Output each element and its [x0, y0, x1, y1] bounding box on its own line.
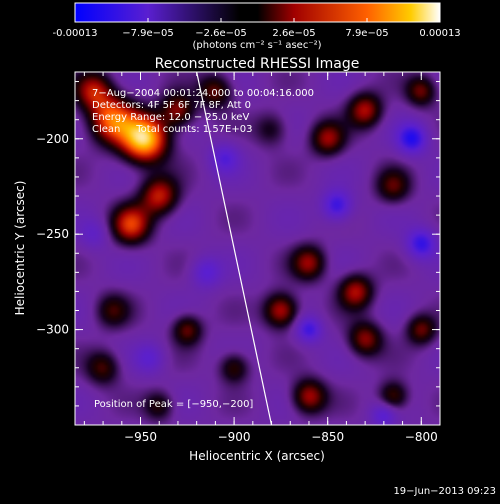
- colorbar-tick-label: −7.9e−05: [122, 28, 174, 39]
- x-tick-label: −800: [405, 430, 438, 444]
- annotation-time: 7−Aug−2004 00:01:24.000 to 00:04:16.000: [92, 88, 314, 99]
- colorbar-tick-label: 0.00013: [419, 28, 460, 39]
- y-tick-label: −250: [36, 227, 69, 241]
- annotation-detectors: Detectors: 4F 5F 6F 7F 8F, Att 0: [92, 100, 251, 111]
- heatmap-image: [75, 72, 440, 425]
- colorbar-unit-label: (photons cm⁻² s⁻¹ asec⁻²): [192, 40, 321, 51]
- colorbar-ticks: -0.00013 −7.9e−05 −2.6e−05 2.6e−05 7.9e−05 0.…: [53, 18, 461, 39]
- colorbar: [74, 2, 441, 23]
- annotation-counts: Clean Total counts: 1.57E+03: [92, 124, 252, 135]
- x-axis-label: Heliocentric X (arcsec): [189, 449, 325, 463]
- y-axis-ticks: −200 −250 −300: [36, 81, 440, 407]
- x-axis-ticks: −950 −900 −850 −800: [83, 72, 441, 444]
- y-tick-label: −200: [36, 132, 69, 146]
- x-tick-label: −900: [218, 430, 251, 444]
- colorbar-tick-label: 2.6e−05: [272, 28, 315, 39]
- annotation-energy: Energy Range: 12.0 − 25.0 keV: [92, 112, 249, 123]
- annotation-block: 7−Aug−2004 00:01:24.000 to 00:04:16.000 …: [92, 88, 314, 135]
- plot-frame: [74, 71, 441, 426]
- y-tick-label: −300: [36, 323, 69, 337]
- heatmap-area: [75, 72, 440, 425]
- chart-title: Reconstructed RHESSI Image: [155, 56, 360, 72]
- colorbar-tick-label: 7.9e−05: [345, 28, 388, 39]
- solar-limb-line: [196, 72, 273, 425]
- x-tick-label: −850: [311, 430, 344, 444]
- colorbar-tick-label: −2.6e−05: [195, 28, 247, 39]
- x-tick-label: −950: [124, 430, 157, 444]
- colorbar-tick-label: -0.00013: [53, 28, 98, 39]
- footer-timestamp: 19−Jun−2013 09:23: [393, 486, 496, 497]
- peak-position-label: Position of Peak = [−950,−200]: [94, 399, 253, 410]
- y-axis-label: Heliocentric Y (arcsec): [13, 181, 27, 316]
